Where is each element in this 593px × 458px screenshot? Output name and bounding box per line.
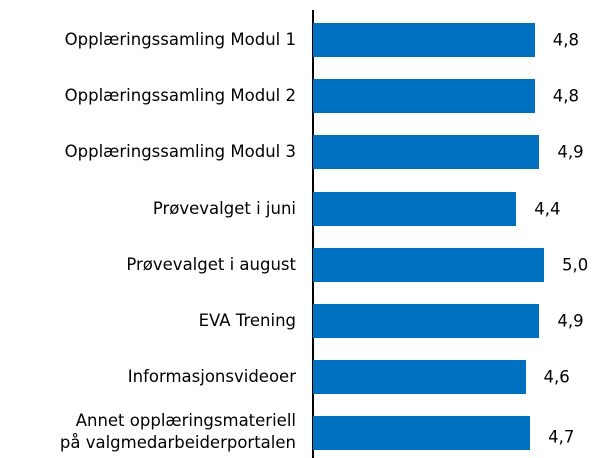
bar: [313, 360, 526, 395]
category-label: Informasjonsvideoer: [127, 367, 296, 387]
category-label: Opplæringssamling Modul 1: [64, 30, 296, 49]
bar: [313, 135, 540, 170]
data-label: 4,9: [557, 311, 584, 331]
category-label: EVA Trening: [198, 311, 296, 330]
axis-line: [312, 10, 314, 458]
data-label: 4,7: [548, 427, 575, 447]
category-label: Annet opplæringsmateriell på valgmedarbe…: [59, 411, 296, 453]
data-label: 4,8: [552, 86, 579, 106]
data-label: 4,6: [543, 367, 570, 387]
bar: [313, 304, 540, 338]
data-label: 5,0: [562, 255, 589, 275]
data-label: 4,8: [552, 30, 579, 50]
category-label: Prøvevalget i august: [126, 254, 296, 274]
bar: [313, 191, 517, 226]
bar: [313, 416, 531, 451]
category-label: Opplæringssamling Modul 3: [64, 142, 296, 162]
bar: [313, 79, 535, 114]
bar: [313, 23, 535, 57]
category-label: Prøvevalget i juni: [152, 198, 296, 218]
category-label: Opplæringssamling Modul 2: [64, 86, 296, 106]
data-label: 4,9: [557, 142, 584, 162]
bar: [313, 247, 544, 282]
data-label: 4,4: [534, 199, 561, 219]
